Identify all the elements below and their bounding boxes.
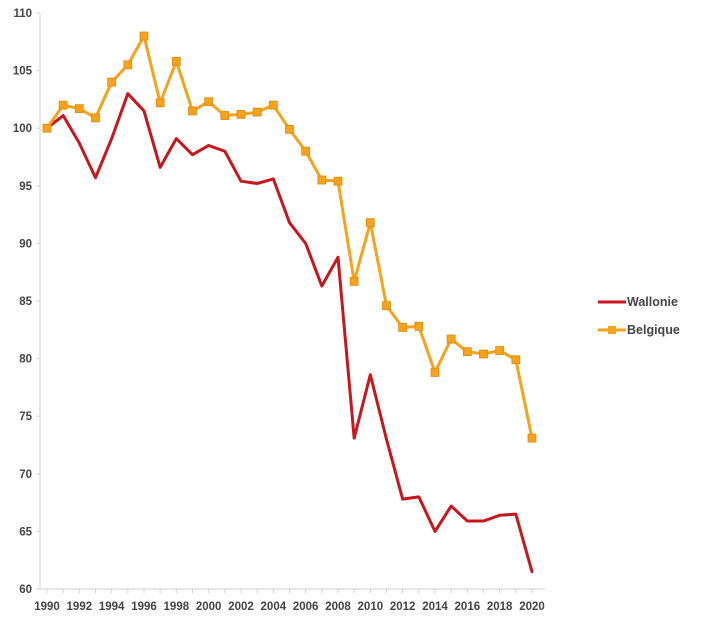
data-point-belgique [236,109,246,119]
x-tick-label: 1998 [164,601,190,613]
data-point-belgique [527,433,537,443]
data-point-belgique [171,56,181,66]
legend-label-belgique: Belgique [627,323,680,337]
y-tick-label: 70 [19,469,32,481]
y-axis: 60 65 70 75 80 85 90 95 100 105 110 [13,8,41,596]
data-point-belgique [414,321,424,331]
data-point-belgique [107,77,117,87]
x-axis: 1990 1992 1994 1996 1998 2000 2002 2004 2006 2008… [34,588,545,613]
y-tick-label: 80 [19,354,32,366]
legend-marker-belgique [608,326,616,334]
data-point-belgique [188,106,197,116]
data-point-belgique [42,123,52,133]
x-tick-label: 2002 [228,601,254,613]
series-wallonie [45,92,534,574]
data-point-belgique [333,176,343,186]
x-tick-label: 2004 [261,601,287,613]
series-line-wallonie [45,92,534,574]
data-point-belgique [139,31,149,41]
y-tick-label: 60 [19,584,32,596]
legend: Wallonie Belgique [598,295,680,337]
legend-item-belgique: Belgique [598,323,680,337]
x-tick-label: 1990 [34,601,60,613]
data-point-belgique [301,146,311,156]
data-point-belgique [382,301,391,311]
data-point-belgique [285,124,294,134]
data-point-belgique [398,323,408,332]
data-point-belgique [317,175,327,185]
x-tick-label: 2018 [487,601,513,613]
y-tick-label: 110 [13,8,32,20]
data-point-belgique [268,100,278,110]
data-point-belgique [252,107,262,117]
data-point-belgique [74,104,84,114]
data-point-belgique [204,97,214,107]
x-tick-label: 2006 [293,601,319,613]
y-tick-label: 95 [19,181,32,193]
x-tick-label: 2008 [325,601,351,613]
data-point-belgique [462,347,472,357]
data-point-belgique [495,346,505,355]
y-tick-label: 65 [19,526,32,538]
legend-item-wallonie: Wallonie [598,295,678,309]
data-point-belgique [155,98,165,108]
data-point-belgique [446,334,456,344]
x-tick-label: 2012 [390,601,416,613]
data-point-belgique [220,111,230,120]
data-point-belgique [365,218,375,228]
data-point-belgique [349,277,359,286]
data-point-belgique [479,349,488,359]
x-tick-label: 2000 [196,601,222,613]
plot-area [42,31,537,574]
x-tick-label: 1992 [67,601,93,613]
series-belgique [42,31,537,443]
y-tick-label: 100 [13,123,32,135]
x-tick-label: 2014 [422,601,448,613]
data-point-belgique [123,60,133,70]
y-tick-label: 90 [19,238,32,250]
series-line-belgique [45,34,534,440]
x-tick-label: 2010 [358,601,384,613]
x-tick-label: 2020 [519,601,545,613]
x-tick-label: 2016 [455,601,481,613]
x-tick-label: 1994 [99,601,125,613]
y-tick-label: 105 [13,66,33,78]
data-point-belgique [91,113,100,123]
y-tick-label: 75 [19,411,32,423]
data-point-belgique [430,368,440,377]
y-tick-label: 85 [19,296,32,308]
data-point-belgique [511,355,521,365]
legend-label-wallonie: Wallonie [627,295,678,309]
data-point-belgique [58,100,68,110]
x-tick-label: 1996 [131,601,157,613]
